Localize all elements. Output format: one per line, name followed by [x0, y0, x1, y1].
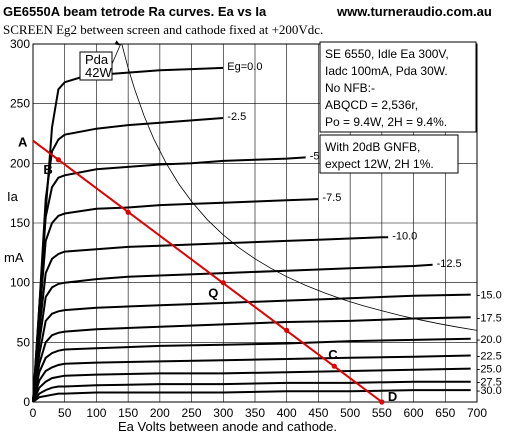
- note-upper-line2: Iadc 100mA, Pda 30W.: [325, 64, 448, 78]
- pda-label-box: [79, 51, 113, 81]
- load-point-label-d: D: [388, 389, 397, 404]
- x-tick-label: 350: [245, 406, 265, 420]
- x-tick-label: 400: [277, 406, 297, 420]
- curve-label: -15.0: [477, 290, 502, 302]
- curve-label: -30.0: [477, 385, 502, 397]
- chart-subtitle: SCREEN Eg2 between screen and cathode fi…: [3, 22, 323, 37]
- x-tick-label: 50: [58, 406, 72, 420]
- pda-hyperbola: [111, 40, 478, 331]
- x-tick-label: 500: [340, 406, 360, 420]
- y-tick-label: 200: [10, 156, 30, 170]
- note-upper-line5: Po = 9.4W, 2H = 9.4%.: [325, 115, 447, 129]
- x-tick-label: 150: [118, 406, 138, 420]
- x-tick-label: 100: [86, 406, 106, 420]
- x-tick-label: 650: [435, 406, 455, 420]
- pda-label-line1: Pda: [85, 52, 109, 67]
- load-line-marker: [125, 209, 131, 215]
- x-axis-label: Ea Volts between anode and cathode.: [118, 419, 337, 434]
- note-lower-line1: With 20dB GNFB,: [325, 140, 420, 154]
- curve-label: -27.5: [477, 377, 502, 389]
- plate-curve: [32, 354, 471, 403]
- load-line-marker: [379, 399, 385, 405]
- y-tick-label: 100: [10, 276, 30, 290]
- note-lower-line2: expect 12W, 2H 1%.: [325, 157, 434, 171]
- pda-arrow-head: [114, 40, 121, 46]
- y-axis-label-ma: mA: [4, 250, 24, 265]
- plate-curves: [32, 66, 471, 403]
- plate-curve: [32, 316, 471, 403]
- load-point-label-b: B: [43, 162, 52, 177]
- plate-curve: [32, 389, 471, 403]
- load-line-segment: [32, 139, 383, 403]
- note-upper-line3: No NFB:-: [325, 81, 375, 95]
- y-tick-label: 150: [10, 216, 30, 230]
- y-tick-label: 300: [10, 37, 30, 51]
- x-tick-label: 600: [404, 406, 424, 420]
- y-tick-label: 0: [23, 395, 30, 409]
- pda-arrow-line: [111, 44, 121, 65]
- curve-label: -22.5: [477, 350, 502, 362]
- x-tick-label: 250: [182, 406, 202, 420]
- load-line-marker: [284, 327, 290, 333]
- curve-labels: Eg=0.0-2.5-5.0-7.5-10.0-12.5-15.0-17.5-2…: [18, 61, 502, 404]
- plate-curve: [32, 337, 471, 403]
- plate-curve: [32, 263, 433, 403]
- y-axis-label-ia: Ia: [7, 189, 19, 204]
- pda-label-line2: 42W: [85, 65, 112, 80]
- load-point-label-a: A: [18, 135, 28, 150]
- load-point-label-q: Q: [208, 286, 218, 301]
- plate-curve: [32, 293, 471, 403]
- note-upper-line1: SE 6550, Idle Ea 300V,: [325, 47, 449, 61]
- note-upper-box: [319, 41, 477, 133]
- x-tick-label: 300: [213, 406, 233, 420]
- curve-label: -20.0: [477, 334, 502, 346]
- curve-label: -10.0: [392, 230, 417, 242]
- load-line-marker: [220, 280, 226, 286]
- plate-curve: [32, 236, 389, 403]
- chart-title: GE6550A beam tetrode Ra curves. Ea vs Ia: [3, 4, 267, 19]
- x-tick-label: 200: [150, 406, 170, 420]
- load-line-marker: [331, 363, 337, 369]
- plate-curve: [32, 156, 306, 403]
- load-point-label-c: C: [328, 347, 338, 362]
- plate-curve: [32, 198, 319, 403]
- note-lower-box: [319, 134, 459, 174]
- x-tick-label: 700: [467, 406, 487, 420]
- load-line: [32, 139, 385, 405]
- y-tick-label: 50: [17, 335, 31, 349]
- pda-curve-line: [121, 43, 478, 331]
- note-lower: With 20dB GNFB, expect 12W, 2H 1%.: [319, 134, 459, 174]
- curve-label: -7.5: [322, 192, 341, 204]
- x-tick-label: 450: [308, 406, 328, 420]
- note-upper-line4: ABQCD = 2,536r,: [325, 98, 418, 112]
- curve-label: -2.5: [227, 111, 246, 123]
- curve-label: -17.5: [477, 312, 502, 324]
- plate-curve: [32, 367, 471, 403]
- x-tick-label: 550: [372, 406, 392, 420]
- chart-website: www.turneraudio.com.au: [336, 4, 492, 19]
- tick-labels: 0 50 100 150 200 250 300 350 400 450 500 550 600 650 7…: [10, 37, 487, 420]
- load-line-marker: [55, 157, 61, 163]
- plate-curve: [32, 380, 471, 403]
- x-tick-label: 0: [30, 406, 37, 420]
- curve-label: -25.0: [477, 364, 502, 376]
- pda-label: Pda 42W: [79, 51, 113, 81]
- curve-label: -12.5: [437, 258, 462, 270]
- y-tick-label: 250: [10, 97, 30, 111]
- note-upper: SE 6550, Idle Ea 300V, Iadc 100mA, Pda 3…: [319, 41, 477, 133]
- curve-label: Eg=0.0: [227, 61, 262, 73]
